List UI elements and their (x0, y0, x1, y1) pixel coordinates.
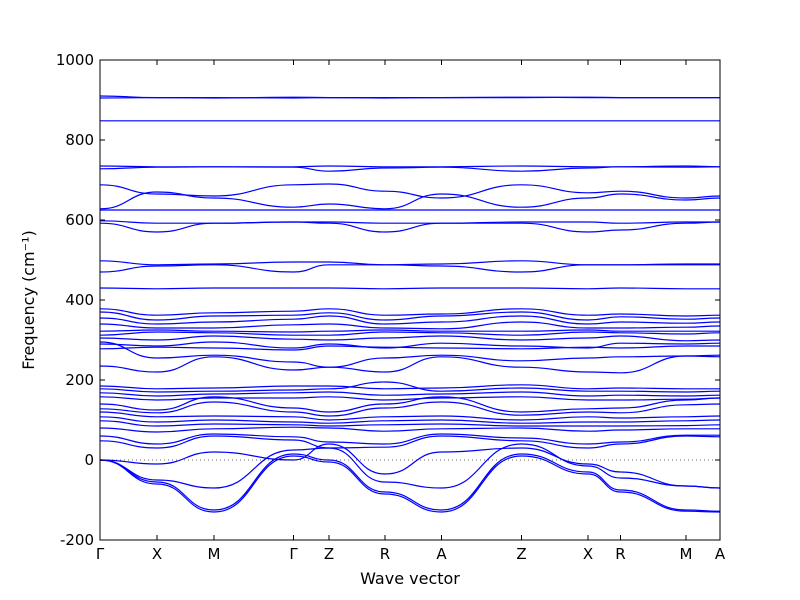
band-lines (99, 95, 721, 513)
x-tick-label: R (615, 545, 625, 563)
band-line-23 (99, 341, 721, 368)
band-line-12 (99, 264, 720, 273)
y-tick-label: 0 (84, 451, 94, 469)
x-tick-label: M (208, 545, 221, 563)
band-line-32 (99, 416, 721, 424)
band-line-27 (99, 391, 721, 397)
band-line-7 (99, 191, 721, 210)
band-line-5 (99, 166, 721, 172)
band-line-16 (99, 315, 721, 325)
x-tick-label: Z (324, 545, 334, 563)
y-axis-title: Frequency (cm⁻¹) (19, 230, 38, 369)
band-line-14 (99, 308, 721, 317)
x-tick-label: A (715, 545, 726, 563)
x-tick-label: Γ (289, 545, 298, 563)
x-tick-label: Z (516, 545, 526, 563)
band-line-10 (99, 221, 721, 233)
band-line-37 (99, 443, 721, 489)
y-tick-label: 1000 (56, 51, 94, 69)
plot-frame (99, 59, 721, 541)
y-tick-label: 200 (65, 371, 94, 389)
band-line-31 (99, 411, 721, 421)
x-tick-label: X (152, 545, 162, 563)
band-line-2 (99, 96, 720, 99)
band-line-19 (99, 331, 721, 336)
band-line-40 (99, 455, 721, 513)
band-line-24 (99, 355, 721, 374)
y-ticks: -200 0 200 400 600 800 1000 (56, 51, 720, 549)
band-line-13 (99, 287, 720, 290)
x-tick-label: A (436, 545, 447, 563)
plot-area (100, 60, 720, 540)
band-line-21 (99, 341, 721, 349)
band-line-30 (99, 401, 721, 417)
y-tick-label: 400 (65, 291, 94, 309)
band-line-26 (99, 381, 721, 393)
x-tick-label: M (680, 545, 693, 563)
band-line-17 (99, 321, 721, 330)
y-tick-label: 800 (65, 131, 94, 149)
band-line-22 (99, 345, 720, 351)
x-tick-label: R (380, 545, 390, 563)
band-line-33 (99, 420, 721, 427)
band-line-18 (99, 329, 720, 333)
x-tick-label: X (583, 545, 593, 563)
band-line-34 (99, 426, 720, 433)
band-line-29 (99, 396, 721, 413)
band-line-36 (99, 435, 721, 449)
band-line-35 (99, 433, 720, 445)
band-line-39 (99, 453, 721, 512)
x-tick-label: Γ (96, 545, 105, 563)
band-line-6 (99, 183, 721, 199)
band-line-15 (99, 311, 721, 321)
x-axis-title: Wave vector (360, 569, 460, 588)
y-tick-label: -200 (60, 531, 94, 549)
band-line-20 (99, 335, 721, 342)
y-tick-label: 600 (65, 211, 94, 229)
band-line-38 (99, 443, 721, 489)
